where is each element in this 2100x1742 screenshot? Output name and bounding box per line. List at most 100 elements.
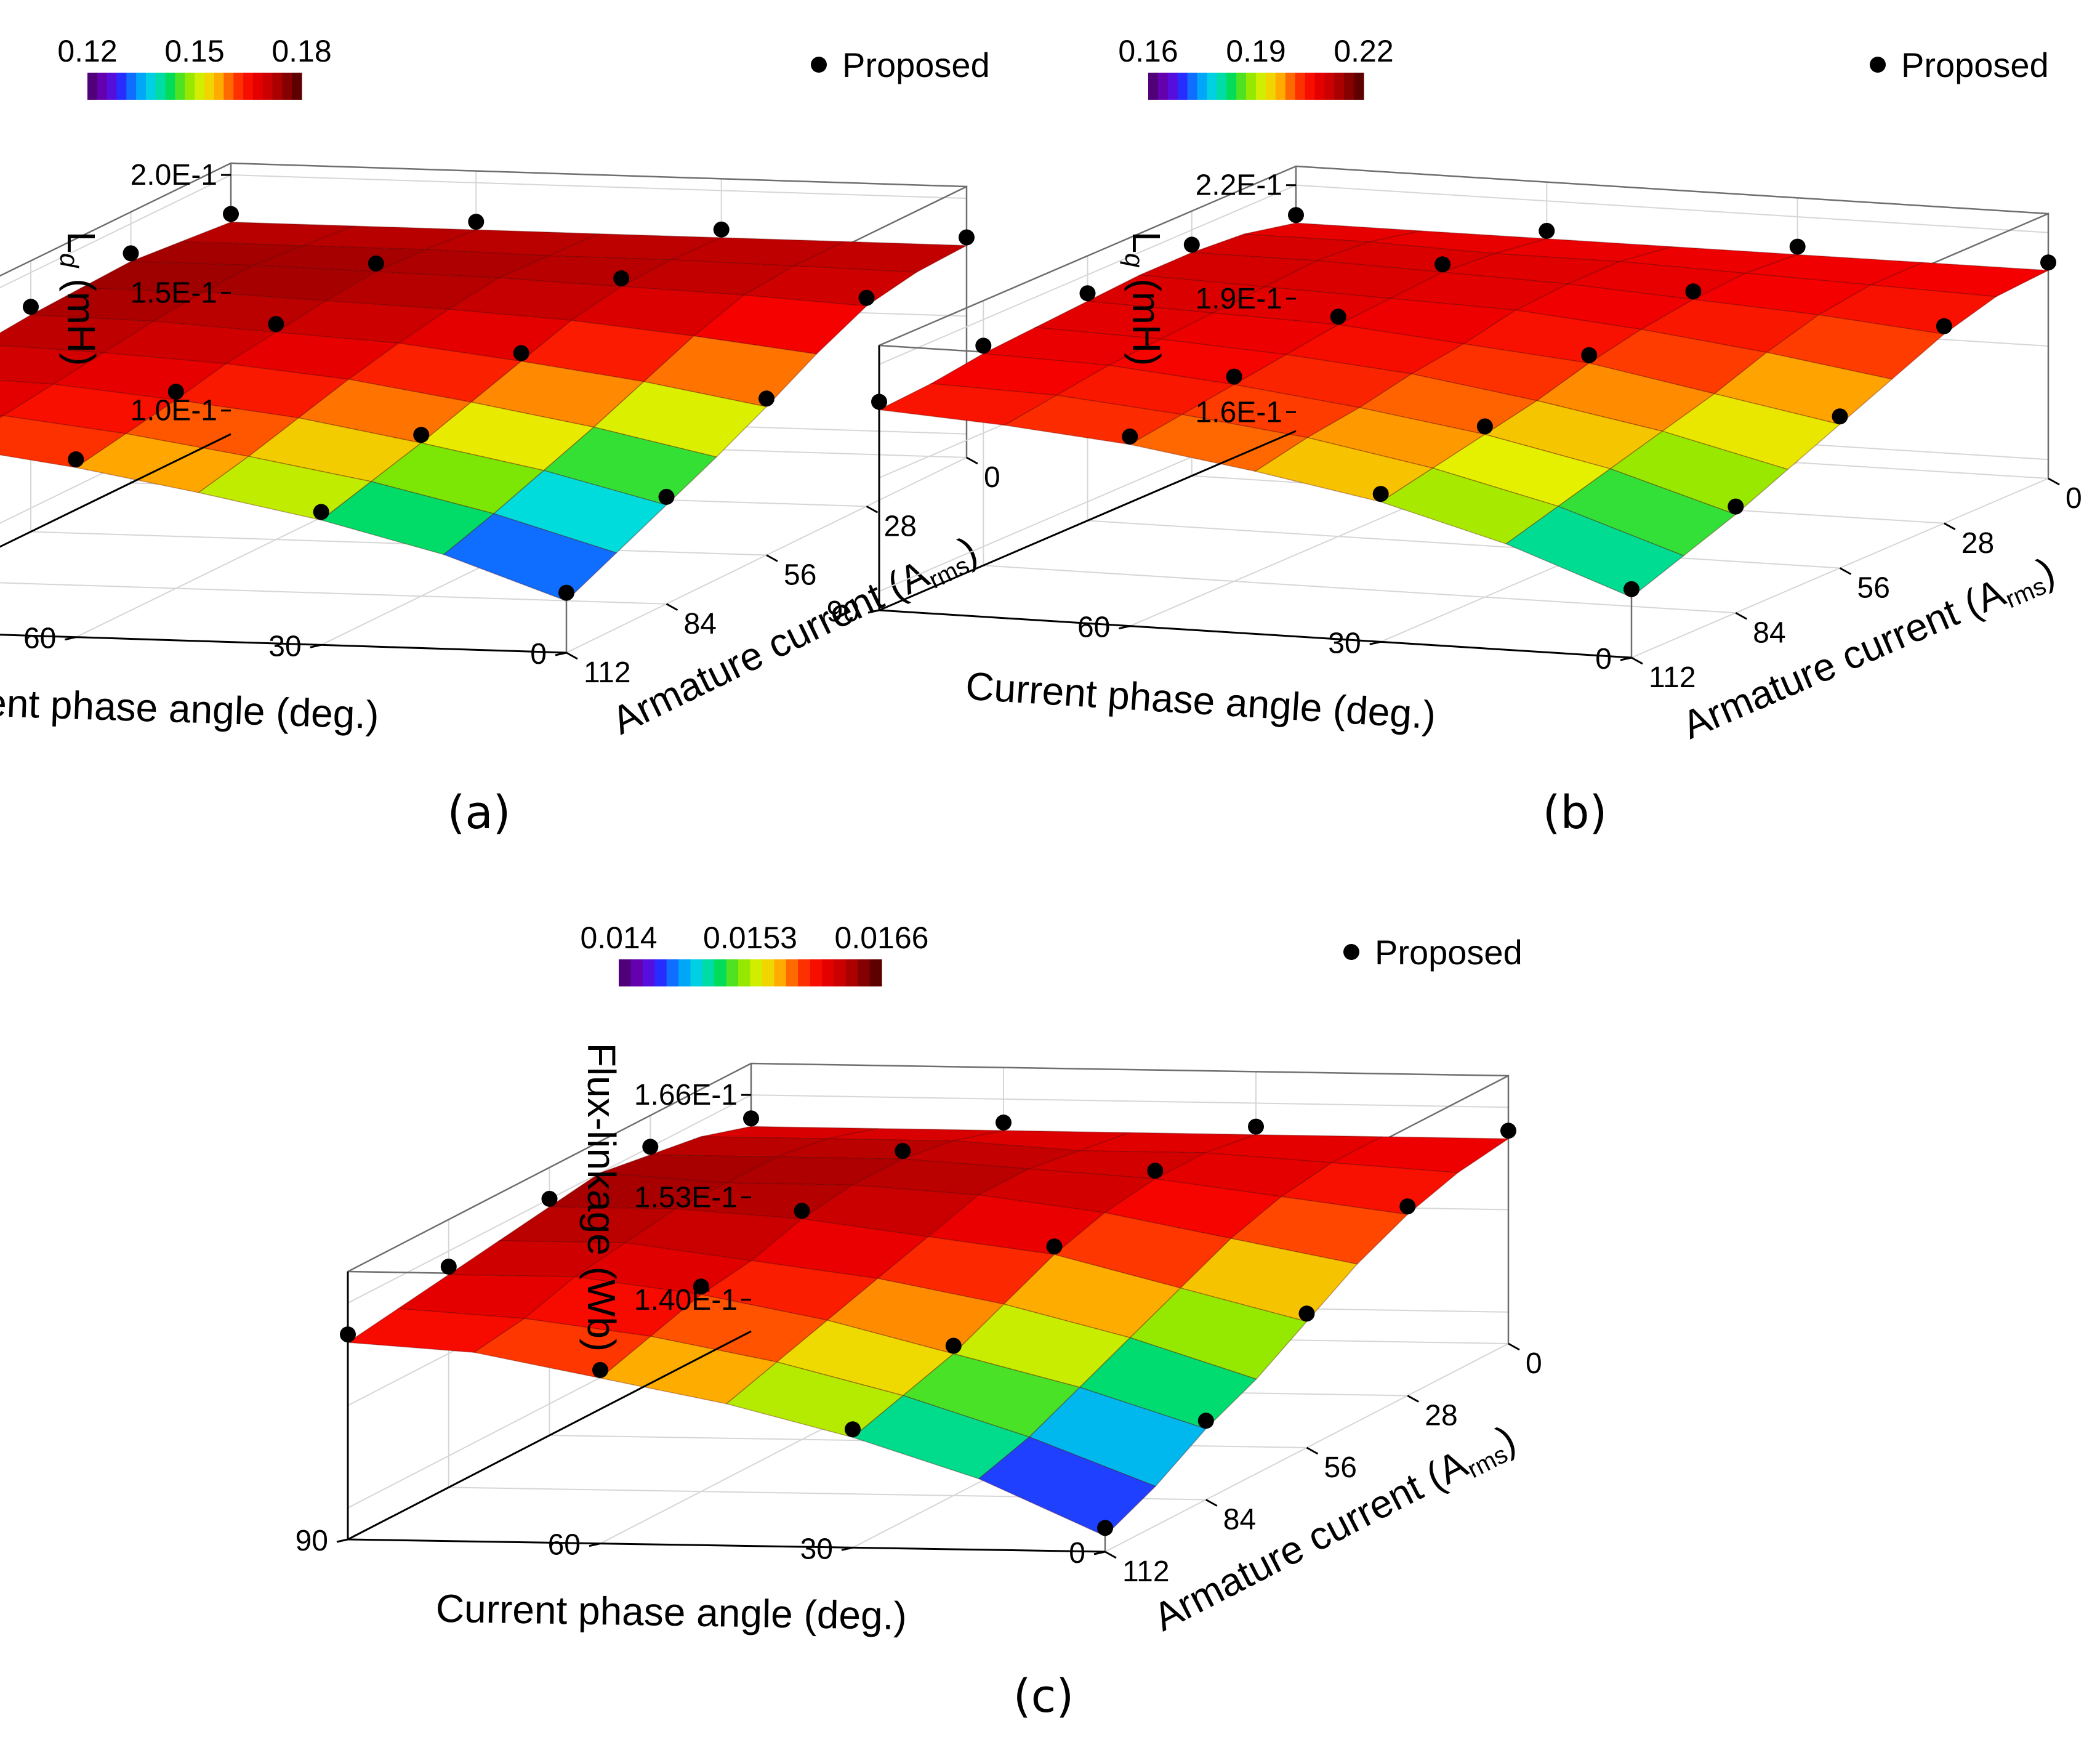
colorbar: 0.16 0.19 0.22 [1118,34,1394,100]
proposed-point [513,345,529,361]
x-tick-label: 112 [584,656,631,689]
proposed-point [1147,1163,1164,1179]
proposed-point [1539,222,1555,239]
colorbar-segment [1197,73,1208,100]
colorbar: 0.12 0.15 0.18 [57,34,332,100]
proposed-point [123,245,139,262]
panel-c: 0 28 56 84 112 0 30 60 90 1.40E-1 1.53E-1 1.66E-1 Ar… [296,921,1542,1639]
colorbar-segment [223,73,234,100]
colorbar-segment [654,959,667,986]
colorbar-segment [642,959,655,986]
x-tick-label: 112 [1649,661,1696,694]
y-tick-label: 30 [800,1533,833,1565]
proposed-point [2040,254,2056,271]
proposed-point [1097,1520,1113,1536]
colorbar-tick-label: 0.0166 [835,921,929,955]
surface-patch [443,513,618,602]
proposed-point [1581,347,1598,363]
colorbar-segment [175,73,185,100]
proposed-point [1685,283,1702,300]
colorbar-segment [666,959,679,986]
caption-a: (a) [447,786,510,839]
colorbar-segment [116,73,127,100]
proposed-point [1936,318,1952,334]
colorbar-segment [1207,73,1217,100]
y-tick-label: 60 [23,623,56,655]
colorbar-segment [714,959,727,986]
proposed-point [658,488,675,505]
colorbar-segment [810,959,823,986]
axes-lines [336,1094,1520,1559]
colorbar-segment [619,959,632,986]
proposed-point [858,289,875,306]
colorbar-segment [738,959,751,986]
colorbar-segment [1354,73,1364,100]
proposed-point [613,270,630,286]
x-tick-label: 84 [1223,1504,1256,1536]
colorbar-segment [1157,73,1169,100]
z-tick-label: 1.6E-1 [1196,396,1282,429]
colorbar-segment [1187,73,1198,100]
proposed-point [945,1337,962,1354]
x-tick-label: 56 [784,559,816,592]
legend-marker [1343,944,1359,960]
proposed-point [1789,238,1806,255]
colorbar-segment [126,73,137,100]
surface-patch [1254,437,1434,502]
colorbar-segment [1256,73,1266,100]
proposed-point [1248,1118,1264,1135]
colorbar-segment [107,73,118,100]
colorbar-tick-label: 0.15 [164,34,224,68]
y-axis-title: Current phase angle (deg.) [964,664,1437,738]
colorbar-segment [762,959,774,986]
proposed-points [23,206,975,601]
panel-b: 028568411203060901.6E-11.9E-12.2E-1Armat… [827,34,2082,748]
colorbar-segment [214,73,225,100]
z-axis-title: Ld (mH) [55,232,103,366]
colorbar-segment [87,73,98,100]
caption-b: (b) [1543,786,1607,839]
colorbar-segment [1226,73,1237,100]
proposed-point [1434,256,1451,273]
colorbar-segment [252,73,264,100]
y-axis-title: Current phase angle (deg.) [435,1586,907,1638]
colorbar-segment [869,959,882,986]
colorbar-segment [185,73,195,100]
proposed-point [845,1421,861,1438]
proposed-point [642,1139,659,1155]
legend-label: Proposed [842,46,990,84]
x-tick-label: 28 [1961,527,1994,560]
proposed-point [592,1361,608,1378]
proposed-point [1183,236,1200,253]
colorbar-tick-label: 0.014 [580,921,657,955]
z-tick-label: 1.66E-1 [634,1079,738,1111]
colorbar-tick-label: 0.22 [1334,34,1393,68]
y-axis-title: Current phase angle (deg.) [0,678,380,737]
colorbar-segment [1314,73,1325,100]
proposed-point [23,299,39,315]
z-tick-label: 1.40E-1 [634,1284,738,1317]
proposed-point [743,1110,759,1127]
colorbar-segment [786,959,799,986]
surface-patch [1505,506,1685,598]
colorbar-segment [702,959,715,986]
colorbar-tick-label: 0.0153 [703,921,797,955]
x-tick-label: 112 [1122,1555,1170,1588]
z-tick-label: 1.53E-1 [634,1182,738,1214]
colorbar-segment [845,959,858,986]
proposed-point [1298,1305,1315,1322]
colorbar-segment [774,959,787,986]
surface-patch [725,1361,904,1438]
colorbar-segment [1217,73,1227,100]
x-tick-label: 0 [984,461,1000,494]
proposed-points [340,1110,1516,1536]
colorbar-segment [750,959,763,986]
colorbar-segment [1177,73,1188,100]
axes-lines [0,174,978,660]
axes-lines [867,184,2060,665]
colorbar-segment [233,73,244,100]
proposed-point [1476,418,1493,435]
colorbar-segment [292,73,302,100]
proposed-point [1623,581,1639,597]
